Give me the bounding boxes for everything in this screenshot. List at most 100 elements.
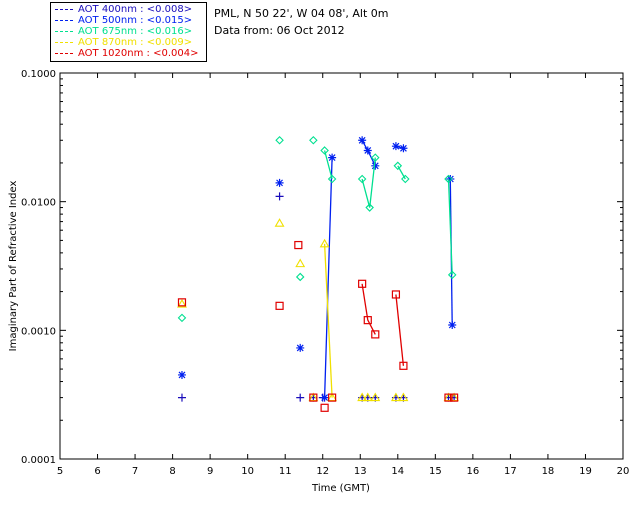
legend-entry-400nm: AOT 400nm : <0.008> — [55, 4, 192, 16]
data-point-triangle — [390, 392, 401, 402]
data-point-square — [399, 361, 408, 370]
x-axis: 5 6 7 8 9 10 11 12 13 14 15 16 17 18 19 20 — [57, 73, 630, 477]
data-point-triangle — [357, 392, 368, 402]
series-line — [361, 283, 376, 335]
x-tick-label: 11 — [279, 466, 292, 477]
data-point-plus — [296, 393, 305, 402]
data-point-asterisk — [328, 153, 337, 162]
legend-entry-1020nm: AOT 1020nm : <0.004> — [55, 48, 198, 60]
data-point-diamond — [365, 203, 374, 212]
series-line — [323, 157, 333, 398]
data-point-asterisk — [399, 144, 408, 153]
x-tick-label: 12 — [316, 466, 329, 477]
x-tick-label: 13 — [354, 466, 367, 477]
series-line — [395, 294, 405, 366]
data-point-square — [177, 298, 187, 307]
data-point-diamond — [275, 135, 284, 145]
data-point-asterisk — [371, 161, 380, 170]
x-tick-label: 16 — [466, 466, 479, 477]
data-point-asterisk — [448, 321, 457, 330]
x-tick-label: 8 — [169, 466, 175, 477]
x-tick-label: 10 — [241, 466, 254, 477]
y-tick-label: 0.0001 — [21, 455, 56, 466]
data-point-asterisk — [358, 136, 367, 145]
data-point-diamond — [327, 174, 337, 184]
data-point-square — [328, 393, 337, 402]
legend-label: AOT 500nm : <0.015> — [78, 15, 193, 26]
series-2 — [177, 135, 457, 323]
data-point-asterisk — [391, 142, 400, 151]
legend-label: AOT 675nm : <0.016> — [78, 26, 193, 37]
series-0 — [177, 192, 459, 402]
data-point-diamond — [447, 270, 457, 280]
data-point-diamond — [393, 161, 403, 171]
data-point-diamond — [401, 174, 410, 184]
legend-swatch — [55, 19, 73, 21]
legend: AOT 400nm : <0.008> AOT 500nm : <0.015> … — [50, 2, 207, 62]
series-line — [361, 139, 376, 167]
x-tick-label: 20 — [617, 466, 630, 477]
series-line — [361, 157, 376, 208]
x-tick-label: 17 — [504, 466, 517, 477]
legend-entry-870nm: AOT 870nm : <0.009> — [55, 37, 192, 49]
data-point-asterisk — [363, 146, 372, 155]
y-tick-label: 0.1000 — [21, 69, 56, 80]
data-point-asterisk — [275, 178, 284, 187]
x-tick-label: 7 — [132, 466, 138, 477]
x-tick-label: 15 — [429, 466, 442, 477]
data-point-square — [275, 301, 284, 310]
data-point-triangle — [362, 392, 373, 402]
legend-label: AOT 400nm : <0.008> — [78, 4, 193, 15]
legend-label: AOT 1020nm : <0.004> — [78, 48, 199, 59]
legend-swatch — [55, 52, 73, 54]
data-point-triangle — [319, 238, 330, 248]
x-tick-label: 19 — [579, 466, 592, 477]
y-axis-label: Imaginary Part of Refractive Index — [8, 181, 19, 352]
legend-swatch — [55, 41, 73, 43]
legend-label: AOT 870nm : <0.009> — [78, 37, 193, 48]
series-layer — [177, 135, 460, 412]
data-point-square — [391, 290, 401, 299]
x-tick-label: 14 — [391, 466, 404, 477]
data-point-plus — [275, 192, 284, 201]
data-point-triangle — [295, 258, 306, 268]
series-3 — [177, 218, 460, 402]
data-point-diamond — [177, 313, 187, 323]
data-point-asterisk — [296, 343, 305, 352]
data-point-square — [371, 330, 380, 339]
y-tick-label: 0.0010 — [21, 326, 56, 337]
data-point-square — [358, 279, 367, 288]
y-axis: 0.0001 0.0010 0.0100 0.1000 — [21, 69, 623, 466]
x-axis-label: Time (GMT) — [311, 483, 370, 494]
data-point-diamond — [371, 153, 380, 162]
series-1 — [177, 136, 457, 402]
data-point-square — [294, 240, 303, 250]
data-point-square — [363, 316, 372, 325]
legend-entry-500nm: AOT 500nm : <0.015> — [55, 15, 192, 27]
data-point-triangle — [398, 392, 409, 402]
data-point-square — [450, 393, 459, 402]
series-line — [323, 150, 333, 180]
data-point-asterisk — [320, 393, 329, 402]
plot-frame — [59, 72, 624, 460]
data-point-diamond — [444, 174, 453, 184]
site-info: PML, N 50 22', W 04 08', Alt 0m — [214, 7, 389, 20]
data-point-asterisk — [446, 175, 455, 184]
date-info: Data from: 06 Oct 2012 — [214, 24, 345, 37]
data-point-square — [320, 403, 329, 412]
data-point-asterisk — [177, 370, 186, 379]
data-point-diamond — [295, 272, 305, 282]
legend-entry-675nm: AOT 675nm : <0.016> — [55, 26, 192, 38]
data-point-diamond — [357, 174, 367, 184]
x-tick-label: 9 — [207, 466, 213, 477]
data-point-diamond — [309, 135, 318, 145]
series-line — [447, 178, 453, 275]
data-point-square — [309, 393, 318, 402]
data-point-diamond — [320, 146, 329, 155]
data-point-plus — [177, 393, 186, 402]
legend-swatch — [55, 30, 73, 32]
y-tick-label: 0.0100 — [21, 198, 56, 209]
x-tick-label: 6 — [94, 466, 100, 477]
data-point-square — [444, 393, 453, 402]
